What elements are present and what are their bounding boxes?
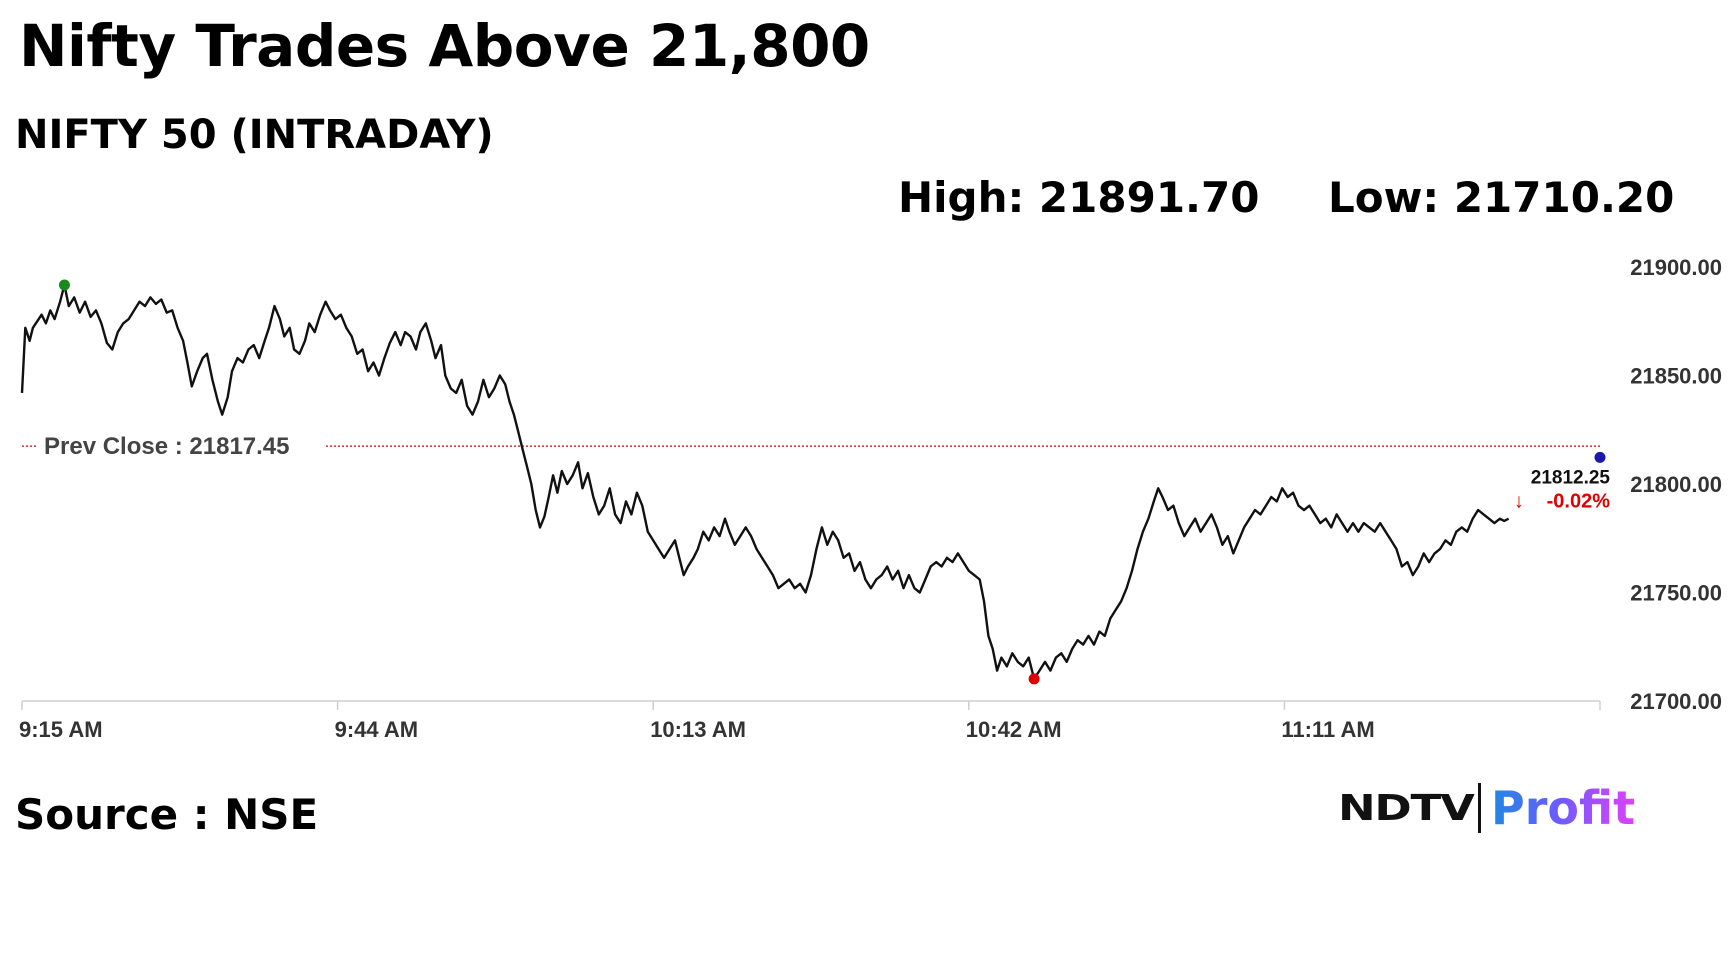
x-tick-label: 11:11 AM bbox=[1281, 717, 1374, 742]
x-tick-label: 10:13 AM bbox=[650, 717, 746, 742]
x-tick-label: 9:15 AM bbox=[19, 717, 103, 742]
chart-markers bbox=[58, 279, 1606, 685]
y-tick-label: 21750.00 bbox=[1630, 581, 1722, 606]
chart-subtitle: NIFTY 50 (INTRADAY) bbox=[15, 112, 494, 158]
logo-ndtv-text: NDTV bbox=[1338, 787, 1475, 829]
high-marker bbox=[58, 279, 70, 291]
x-tick-label: 10:42 AM bbox=[966, 717, 1062, 742]
intraday-line-chart: Prev Close : 21817.45 21900.0021850.0021… bbox=[19, 255, 1722, 742]
data-source-note: Source : NSE bbox=[15, 790, 319, 839]
y-tick-label: 21850.00 bbox=[1630, 364, 1722, 389]
last-price-label: 21812.25 bbox=[1531, 467, 1611, 488]
price-series bbox=[20, 283, 1510, 681]
low-marker bbox=[1028, 673, 1040, 685]
y-tick-label: 21700.00 bbox=[1630, 689, 1722, 714]
down-arrow-icon: ↓ bbox=[1514, 490, 1524, 512]
day-high-stat: High: 21891.70 bbox=[898, 173, 1260, 222]
logo-divider bbox=[1478, 783, 1481, 833]
last-change-label: -0.02% bbox=[1547, 490, 1611, 512]
chart-headline: Nifty Trades Above 21,800 bbox=[19, 12, 870, 80]
x-tick-label: 9:44 AM bbox=[335, 717, 419, 742]
prev-close-label: Prev Close : 21817.45 bbox=[44, 433, 290, 460]
logo-profit-text: Profit bbox=[1491, 781, 1636, 835]
ndtv-profit-logo: NDTV Profit bbox=[1338, 778, 1635, 838]
chart-labels: 21900.00 21850.00 21800.00 21750.00 21700.00… bbox=[19, 255, 1722, 742]
price-line bbox=[20, 283, 1510, 681]
day-low-stat: Low: 21710.20 bbox=[1328, 173, 1675, 222]
y-tick-label: 21800.00 bbox=[1630, 472, 1722, 497]
last-price-marker bbox=[1594, 451, 1606, 463]
prev-close-line-group: Prev Close : 21817.45 bbox=[22, 430, 1600, 463]
prev-close-label-bg bbox=[38, 430, 324, 463]
y-tick-label: 21900.00 bbox=[1630, 255, 1722, 280]
chart-axes bbox=[21, 700, 1601, 710]
